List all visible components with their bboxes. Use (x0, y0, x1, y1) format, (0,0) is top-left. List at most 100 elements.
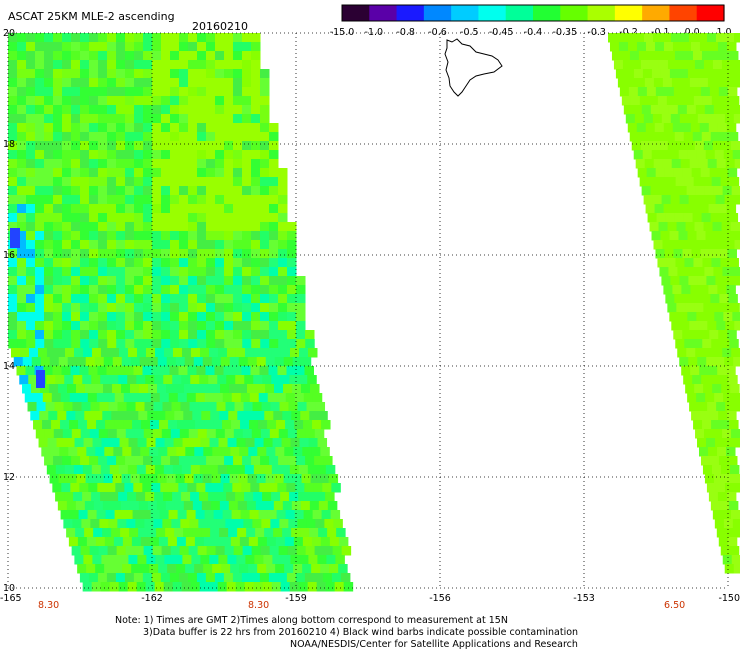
swath-cell (251, 231, 261, 241)
swath-cell (42, 420, 52, 430)
swath-cell (174, 411, 184, 421)
swath-cell (152, 213, 162, 223)
swath-cell (166, 384, 176, 394)
swath-cell (152, 168, 162, 178)
longitude-labels: -165 -162 -159 -156 -153 -150 (0, 593, 740, 604)
swath-cell (304, 366, 314, 376)
swath-cell (661, 276, 671, 286)
swath-cell (80, 87, 90, 97)
swath-cell (721, 60, 732, 70)
swath-cell (185, 564, 195, 574)
swath-cell (71, 168, 81, 178)
swath-cell (128, 438, 139, 448)
swath-cell (26, 168, 36, 178)
swath-cell (166, 474, 177, 484)
swath-cell (698, 321, 708, 331)
swath-cell (306, 402, 317, 412)
swath-cell (25, 366, 35, 376)
swath-cell (314, 429, 325, 439)
swath-cell (715, 483, 726, 493)
swath-cell (116, 141, 126, 151)
swath-cell (215, 276, 225, 286)
swath-cell (44, 132, 54, 142)
swath-cell (125, 222, 135, 232)
note-line-2: 3)Data buffer is 22 hrs from 20160210 4)… (143, 627, 579, 638)
swath-cell (657, 96, 668, 106)
swath-cell (35, 285, 45, 295)
swath-cell (17, 60, 27, 70)
swath-cell (139, 474, 150, 484)
swath-cell (68, 537, 79, 547)
swath-cell (655, 168, 666, 178)
swath-cell (163, 375, 173, 385)
swath-cell (135, 402, 146, 412)
swath-cell (179, 339, 189, 349)
swath-cell (179, 312, 189, 322)
swath-cell (291, 501, 302, 511)
swath-cell (35, 141, 45, 151)
swath-cell (251, 546, 262, 556)
swath-cell (98, 159, 108, 169)
swath-cell (148, 474, 159, 484)
swath-time-1: 8.30 (38, 600, 60, 611)
swath-cell (729, 420, 739, 430)
swath-cell (134, 123, 144, 133)
swath-cell (676, 303, 686, 313)
swath-cell (242, 96, 252, 106)
swath-cell (204, 420, 214, 430)
swath-cell (71, 222, 81, 232)
swath-cell (732, 393, 740, 403)
swath-cell (143, 60, 153, 70)
swath-cell (125, 339, 135, 349)
swath-cell (180, 402, 191, 412)
swath-cell (278, 186, 288, 196)
swath-cell (70, 366, 80, 376)
swath-cell (304, 483, 314, 493)
swath-cell (248, 447, 258, 457)
swath-cell (36, 370, 45, 388)
swath-cell (107, 456, 117, 466)
swath-cell (197, 249, 207, 259)
swath-cell (17, 105, 27, 115)
swath-cell (148, 384, 158, 394)
swath-cell (136, 492, 146, 502)
swath-cell (666, 258, 676, 268)
swath-cell (269, 429, 280, 439)
swath-cell (708, 123, 719, 133)
swath-cell (224, 159, 234, 169)
swath-cell (618, 42, 629, 52)
swath-cell (305, 429, 316, 439)
swath-cell (62, 195, 72, 205)
swath-cell (261, 402, 272, 412)
swath-cell (188, 222, 198, 232)
swath-cell (80, 258, 90, 268)
swath-cell (703, 60, 714, 70)
swath-cell (693, 339, 703, 349)
swath-cell (644, 78, 655, 88)
swath-cell (17, 42, 27, 52)
swath-cell (680, 159, 691, 169)
swath-cell (292, 474, 303, 484)
swath-cell (702, 420, 712, 430)
swath-cell (80, 285, 90, 295)
swath-cell (179, 258, 189, 268)
swath-cell (116, 231, 126, 241)
swath-cell (726, 447, 736, 457)
swath-cell (197, 339, 207, 349)
swath-cell (152, 141, 162, 151)
swath-cell (125, 159, 135, 169)
swath-cell (172, 375, 182, 385)
swath-cell (251, 456, 261, 466)
swath-cell (17, 330, 27, 340)
swath-cell (158, 537, 169, 547)
swath-cell (215, 177, 225, 187)
swath-cell (53, 150, 63, 160)
swath-cell (179, 150, 189, 160)
swath-cell (116, 168, 126, 178)
swath-cell (296, 312, 306, 322)
swath-cell (35, 33, 45, 43)
swath-cell (61, 366, 71, 376)
swath-cell (260, 78, 270, 88)
swath-cell (203, 564, 213, 574)
swath-cell (85, 357, 96, 367)
